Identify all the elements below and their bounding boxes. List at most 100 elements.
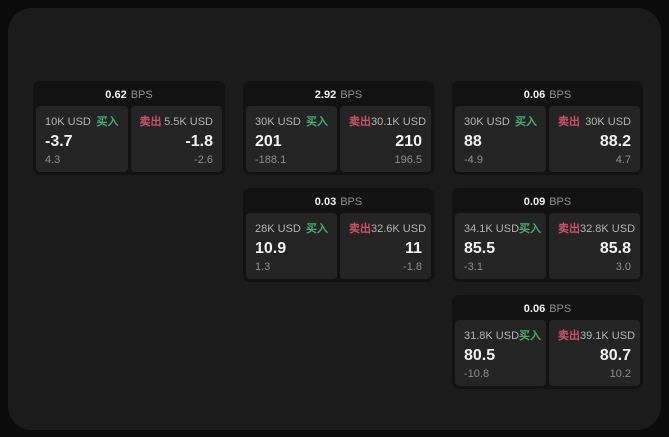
bps-value: 0.03 — [314, 196, 337, 208]
sell-badge: 卖出 — [558, 223, 580, 235]
buy-price: -3.7 — [45, 133, 73, 150]
buy-badge: 买入 — [519, 330, 542, 342]
sell-tile-header: 卖出 30K USD — [558, 113, 631, 129]
buy-delta: -10.8 — [464, 368, 490, 380]
sell-delta: 3.0 — [615, 261, 631, 273]
bps-header: 0.09 BPS — [455, 191, 640, 213]
bps-value: 0.06 — [523, 303, 546, 315]
sell-delta: -1.8 — [403, 261, 422, 273]
sell-amount: 30K USD — [585, 116, 631, 128]
buy-quote-tile[interactable]: 28K USD 买入 10.9 1.3 — [246, 213, 337, 279]
buy-amount: 34.1K USD — [464, 223, 520, 235]
quote-tiles: 34.1K USD 买入 85.5 -3.1 卖出 32.8K USD 85.8… — [455, 213, 640, 279]
bps-unit: BPS — [340, 89, 363, 101]
buy-tile-header: 30K USD 买入 — [255, 113, 328, 129]
sell-delta: 10.2 — [609, 368, 631, 380]
sell-delta: 196.5 — [394, 154, 422, 166]
sell-tile-header: 卖出 5.5K USD — [140, 113, 214, 129]
quote-tiles: 28K USD 买入 10.9 1.3 卖出 32.6K USD 11 -1.8 — [246, 213, 431, 279]
sell-delta: -2.6 — [194, 154, 213, 166]
bps-header: 0.62 BPS — [36, 84, 222, 106]
sell-amount: 39.1K USD — [580, 330, 636, 342]
sell-price: 85.8 — [599, 240, 631, 257]
sell-delta: 4.7 — [615, 154, 631, 166]
sell-quote-tile[interactable]: 卖出 32.6K USD 11 -1.8 — [340, 213, 431, 279]
buy-tile-header: 34.1K USD 买入 — [464, 220, 541, 236]
buy-quote-tile[interactable]: 34.1K USD 买入 85.5 -3.1 — [455, 213, 546, 279]
buy-price: 85.5 — [464, 240, 496, 257]
buy-delta: -188.1 — [255, 154, 287, 166]
sell-tile-header: 卖出 39.1K USD — [558, 327, 635, 343]
sell-quote-tile[interactable]: 卖出 32.8K USD 85.8 3.0 — [549, 213, 640, 279]
bps-header: 0.06 BPS — [455, 84, 640, 106]
quote-card: 0.06 BPS 30K USD 买入 88 -4.9 卖出 30K USD 88… — [452, 81, 643, 175]
buy-quote-tile[interactable]: 30K USD 买入 201 -188.1 — [246, 106, 337, 172]
quote-cards-grid: 0.62 BPS 10K USD 买入 -3.7 4.3 卖出 5.5K USD … — [33, 81, 643, 389]
sell-amount: 32.8K USD — [580, 223, 636, 235]
sell-tile-header: 卖出 30.1K USD — [349, 113, 426, 129]
buy-quote-tile[interactable]: 31.8K USD 买入 80.5 -10.8 — [455, 320, 546, 386]
quote-card: 2.92 BPS 30K USD 买入 201 -188.1 卖出 30.1K U… — [243, 81, 434, 175]
sell-badge: 卖出 — [558, 330, 580, 342]
sell-tile-header: 卖出 32.6K USD — [349, 220, 426, 236]
quote-card: 0.06 BPS 31.8K USD 买入 80.5 -10.8 卖出 39.1K… — [452, 295, 643, 389]
quote-tiles: 30K USD 买入 201 -188.1 卖出 30.1K USD 210 1… — [246, 106, 431, 172]
sell-tile-header: 卖出 32.8K USD — [558, 220, 635, 236]
buy-price: 201 — [255, 133, 282, 150]
bps-unit: BPS — [130, 89, 153, 101]
sell-badge: 卖出 — [558, 116, 580, 128]
quote-tiles: 31.8K USD 买入 80.5 -10.8 卖出 39.1K USD 80.… — [455, 320, 640, 386]
sell-amount: 30.1K USD — [371, 116, 427, 128]
bps-unit: BPS — [340, 196, 363, 208]
buy-badge: 买入 — [96, 116, 119, 128]
sell-price: 11 — [405, 240, 422, 257]
buy-price: 88 — [464, 133, 482, 150]
buy-amount: 28K USD — [255, 223, 301, 235]
buy-price: 10.9 — [255, 240, 287, 257]
bps-unit: BPS — [549, 303, 572, 315]
sell-badge: 卖出 — [349, 116, 371, 128]
sell-quote-tile[interactable]: 卖出 5.5K USD -1.8 -2.6 — [130, 106, 222, 172]
sell-amount: 32.6K USD — [371, 223, 427, 235]
buy-quote-tile[interactable]: 10K USD 买入 -3.7 4.3 — [36, 106, 128, 172]
quote-tiles: 10K USD 买入 -3.7 4.3 卖出 5.5K USD -1.8 -2.… — [36, 106, 222, 172]
buy-badge: 买入 — [306, 116, 328, 128]
bps-unit: BPS — [549, 89, 572, 101]
sell-price: 210 — [395, 133, 422, 150]
sell-quote-tile[interactable]: 卖出 30.1K USD 210 196.5 — [340, 106, 431, 172]
buy-badge: 买入 — [515, 116, 537, 128]
sell-price: 88.2 — [599, 133, 631, 150]
buy-badge: 买入 — [306, 223, 328, 235]
quote-card: 0.62 BPS 10K USD 买入 -3.7 4.3 卖出 5.5K USD … — [33, 81, 225, 175]
sell-amount: 5.5K USD — [164, 116, 213, 128]
buy-delta: 1.3 — [255, 261, 271, 273]
buy-quote-tile[interactable]: 30K USD 买入 88 -4.9 — [455, 106, 546, 172]
buy-amount: 10K USD — [45, 116, 91, 128]
sell-price: -1.8 — [185, 133, 213, 150]
buy-delta: 4.3 — [45, 154, 61, 166]
buy-tile-header: 10K USD 买入 — [45, 113, 119, 129]
bps-value: 2.92 — [314, 89, 337, 101]
buy-tile-header: 31.8K USD 买入 — [464, 327, 541, 343]
bps-header: 0.06 BPS — [455, 298, 640, 320]
sell-quote-tile[interactable]: 卖出 30K USD 88.2 4.7 — [549, 106, 640, 172]
buy-price: 80.5 — [464, 347, 496, 364]
bps-value: 0.62 — [105, 89, 127, 101]
buy-delta: -4.9 — [464, 154, 483, 166]
bps-value: 0.09 — [523, 196, 546, 208]
bps-header: 2.92 BPS — [246, 84, 431, 106]
sell-quote-tile[interactable]: 卖出 39.1K USD 80.7 10.2 — [549, 320, 640, 386]
quote-card: 0.03 BPS 28K USD 买入 10.9 1.3 卖出 32.6K USD… — [243, 188, 434, 282]
sell-badge: 卖出 — [139, 116, 162, 128]
bps-header: 0.03 BPS — [246, 191, 431, 213]
buy-amount: 31.8K USD — [464, 330, 520, 342]
quote-card: 0.09 BPS 34.1K USD 买入 85.5 -3.1 卖出 32.8K … — [452, 188, 643, 282]
bps-unit: BPS — [549, 196, 572, 208]
buy-tile-header: 30K USD 买入 — [464, 113, 537, 129]
buy-delta: -3.1 — [464, 261, 483, 273]
sell-price: 80.7 — [599, 347, 631, 364]
buy-amount: 30K USD — [464, 116, 510, 128]
buy-amount: 30K USD — [255, 116, 301, 128]
bps-value: 0.06 — [523, 89, 546, 101]
sell-badge: 卖出 — [349, 223, 371, 235]
